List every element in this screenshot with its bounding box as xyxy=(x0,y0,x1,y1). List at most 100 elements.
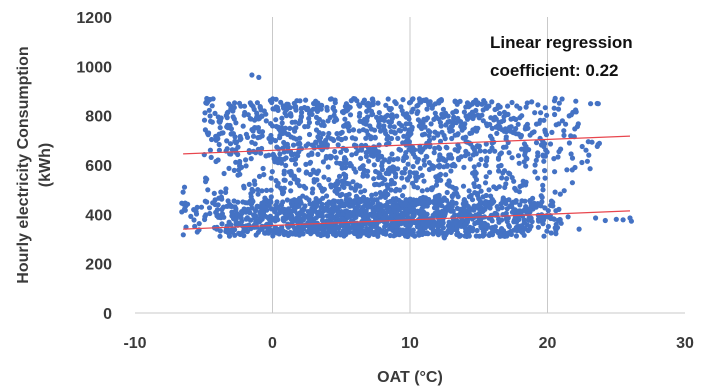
data-point xyxy=(233,120,239,126)
data-point xyxy=(519,182,526,188)
data-point xyxy=(303,97,309,103)
data-point xyxy=(268,175,274,181)
data-point xyxy=(436,222,443,228)
x-tick-label: 10 xyxy=(401,335,419,352)
data-point xyxy=(281,149,287,155)
data-point xyxy=(426,219,433,225)
data-point xyxy=(411,170,417,176)
data-point xyxy=(249,201,255,207)
data-point xyxy=(431,163,437,170)
data-point xyxy=(350,127,357,133)
data-point xyxy=(552,111,558,118)
data-point xyxy=(446,152,452,158)
data-point xyxy=(514,103,520,109)
data-point xyxy=(540,217,547,223)
data-point xyxy=(407,173,413,180)
data-point xyxy=(422,144,429,150)
data-point xyxy=(219,130,225,136)
data-point xyxy=(420,97,426,103)
data-point xyxy=(211,190,217,196)
data-point xyxy=(228,151,234,157)
x-tick-label: 30 xyxy=(676,335,694,352)
data-point xyxy=(421,157,427,163)
data-point xyxy=(448,123,454,130)
data-point xyxy=(513,233,520,239)
data-point xyxy=(237,137,243,143)
data-point xyxy=(263,153,269,159)
data-point xyxy=(230,216,237,222)
data-point xyxy=(284,102,290,108)
data-point xyxy=(325,164,331,170)
data-point xyxy=(401,155,407,161)
data-point xyxy=(431,135,437,141)
data-point xyxy=(328,182,334,188)
data-point xyxy=(202,198,208,204)
data-point xyxy=(408,228,414,234)
data-point xyxy=(212,110,218,116)
data-point xyxy=(354,208,361,214)
data-point xyxy=(289,221,295,227)
data-point xyxy=(288,208,294,214)
data-point xyxy=(379,163,385,169)
data-point xyxy=(516,189,523,195)
data-point xyxy=(254,100,260,106)
data-point xyxy=(248,156,254,162)
data-point xyxy=(410,201,416,207)
data-point xyxy=(410,106,416,112)
data-point xyxy=(485,203,492,209)
data-point xyxy=(446,183,452,189)
data-point xyxy=(401,184,407,190)
data-point xyxy=(348,185,354,191)
data-point xyxy=(233,207,239,214)
data-point xyxy=(568,133,574,139)
data-point xyxy=(417,165,423,171)
data-point xyxy=(415,156,421,162)
data-point xyxy=(271,215,278,221)
data-point xyxy=(556,100,562,106)
data-point xyxy=(473,177,480,183)
data-point xyxy=(375,100,381,106)
data-point xyxy=(373,228,379,234)
data-point xyxy=(392,99,398,105)
data-point xyxy=(426,196,432,203)
data-point xyxy=(255,187,261,193)
data-point xyxy=(321,174,327,180)
data-point xyxy=(217,233,223,239)
data-point xyxy=(556,149,562,155)
data-point xyxy=(548,230,554,236)
data-point xyxy=(309,150,315,156)
data-point xyxy=(318,232,324,239)
data-point xyxy=(464,218,471,224)
data-point xyxy=(249,72,255,78)
data-point xyxy=(411,184,417,190)
data-point xyxy=(488,115,494,121)
data-point xyxy=(268,194,274,200)
data-point xyxy=(387,165,393,171)
data-point xyxy=(339,165,345,171)
data-point xyxy=(513,116,519,123)
data-point xyxy=(480,118,486,124)
data-point xyxy=(289,157,295,163)
data-point xyxy=(343,147,349,153)
data-point xyxy=(555,106,562,112)
data-point xyxy=(360,173,366,179)
data-point xyxy=(455,148,461,154)
data-point xyxy=(238,215,244,221)
data-point xyxy=(346,227,352,233)
data-point xyxy=(395,166,401,172)
data-point xyxy=(198,204,205,210)
data-point xyxy=(541,233,547,239)
data-point xyxy=(517,202,523,208)
data-point xyxy=(324,207,330,213)
data-point xyxy=(487,148,493,154)
data-point xyxy=(275,160,281,166)
data-point xyxy=(552,189,558,195)
data-point xyxy=(454,205,460,211)
data-point xyxy=(376,152,382,158)
data-point xyxy=(315,134,321,140)
data-point xyxy=(316,209,322,215)
data-point xyxy=(353,143,359,149)
data-point xyxy=(232,134,238,140)
data-point xyxy=(532,110,538,116)
data-point xyxy=(481,98,487,104)
